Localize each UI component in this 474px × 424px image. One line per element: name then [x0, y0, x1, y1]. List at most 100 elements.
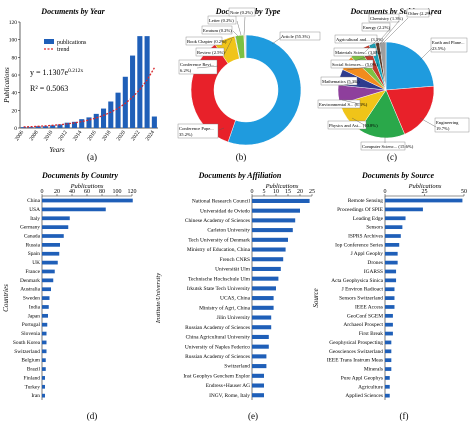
affiliation-bar-switzerland: [252, 364, 267, 369]
country-bar-japan: [42, 313, 48, 318]
affiliation-bar-irkutsk-state-tech-university: [252, 286, 276, 291]
subject-slice-label: Chemistry (1.3%): [368, 13, 403, 46]
subject-label-text: Engineering: [436, 120, 459, 125]
country-category-label: Russia: [26, 242, 41, 248]
affiliation-category-label: Universität Ulm: [215, 267, 251, 273]
affiliation-category-label: French CNRS: [220, 257, 250, 263]
subject-label-text: Environmental S... (6.3%): [319, 102, 368, 107]
country-category-label: India: [29, 304, 41, 310]
source-bar-first-break: [385, 331, 393, 336]
country-bar-portugal: [42, 322, 48, 327]
panel-a-xtick-label: 2018: [101, 130, 112, 143]
type-slice-label: Erratum (0.2%): [201, 25, 239, 37]
panel-a-title: Documents by Year: [40, 7, 105, 16]
country-xtick-label: 0: [41, 189, 44, 195]
affiliation-category-label: Russian Academy of Sciences: [185, 324, 250, 331]
country-bar-sweden: [42, 296, 50, 300]
type-leader-line: [196, 65, 219, 69]
subject-leader-line: [339, 81, 358, 87]
source-bar-iop-conference-series: [385, 243, 400, 247]
affiliation-bar-carleton-university: [252, 228, 293, 233]
panel-d-country-chart: Documents by Country Publications Countr…: [2, 171, 137, 421]
panel-e-ylabel: Institute/University: [155, 273, 162, 324]
panel-a-xlabel: Years: [49, 146, 65, 154]
affiliation-category-label: Inst Geophys Geochem Explor: [183, 373, 250, 379]
panel-a-xtick-label: 2006: [14, 130, 25, 143]
affiliation-category-label: Switzerland: [224, 364, 250, 370]
subject-leader-line: [351, 117, 367, 127]
year-bar-2014: [79, 119, 85, 128]
subject-slice-earth-and-plane-23-5: [385, 41, 435, 91]
source-category-label: Agriculture: [358, 384, 383, 390]
source-category-label: Geophysical Prospecting: [329, 340, 383, 346]
panel-a-xtick-label: 2008: [29, 130, 40, 143]
country-bar-brazil: [42, 367, 46, 371]
type-label-box: [195, 47, 225, 57]
country-bar-belgium: [42, 358, 46, 363]
subject-leader-line: [382, 17, 409, 44]
type-slice-label: Conference Revi... 6.2%): [178, 59, 219, 75]
country-xtick-label: 40: [69, 189, 75, 195]
subject-slice-label: Earth and Plane... 23.5%): [419, 37, 468, 61]
subject-slice-label: Energy (2.2%): [361, 22, 390, 49]
source-bar-sensors: [385, 225, 403, 229]
affiliation-bar-ucas-china: [252, 296, 274, 301]
source-category-label: First Break: [359, 331, 383, 337]
source-category-label: J Environ Radioact: [342, 287, 384, 293]
affiliation-category-label: Russian Academy of Sciences: [185, 353, 250, 360]
source-category-label: Geosciences Switzerland: [329, 349, 383, 355]
subject-slice-label: Agricultural and... (3.3%): [334, 34, 384, 55]
subject-label-text: Social Sciences... (5.0%): [332, 62, 378, 67]
country-category-label: UK: [32, 260, 40, 266]
source-category-label: Remote Sensing: [348, 198, 383, 204]
affiliation-bar-tech-university-of-denmark: [252, 237, 288, 242]
panel-c-subject-chart: Documents by Subject Area Earth and Plan…: [317, 7, 470, 162]
panel-f-plot-area: 0 25 50 Remote Sensing Proceedings Of SPIE Le…: [327, 189, 467, 400]
subject-slice-computer-scienc-15-6: [358, 89, 406, 139]
type-label-box: [185, 36, 223, 46]
source-bar-ieee-trans-instrum-meas: [385, 358, 392, 363]
country-bar-uk: [42, 260, 58, 265]
panel-e-title: Documents by Affiliation: [198, 171, 282, 180]
source-bar-remote-sensing: [385, 198, 463, 203]
type-slice-label: Letter (0.2%): [207, 15, 242, 36]
subject-label-box: [327, 120, 367, 130]
source-bar-pure-appl-geophys: [385, 376, 390, 380]
type-label-text: Letter (0.2%): [209, 18, 234, 23]
affiliation-xtick-label: 5: [263, 189, 266, 195]
type-label-text: Conference Pape...: [179, 126, 214, 131]
subject-label-box: [434, 117, 470, 133]
panel-a-xtick-label: 2012: [58, 130, 69, 143]
type-label-box: [177, 123, 219, 139]
type-label-box: [279, 31, 321, 41]
type-leader-line: [232, 30, 239, 37]
panel-f-xlabel: Publications: [408, 183, 442, 190]
source-category-label: Leading Edge: [353, 216, 384, 222]
subject-label-box: [320, 76, 358, 86]
affiliation-xtick-label: 25: [309, 189, 315, 195]
subject-slice-label: Physics and Ast... (10.8%): [327, 117, 378, 130]
subject-leader-line: [354, 52, 377, 62]
subject-label-text: Physics and Ast... (10.8%): [329, 123, 378, 128]
year-bar-2012: [64, 122, 70, 128]
type-leader-line: [222, 36, 235, 43]
source-category-label: Acta Geophysica Sinica: [331, 278, 383, 284]
type-label-box: [228, 7, 256, 17]
panel-f-source-chart: Documents by Source Publications Source …: [312, 171, 467, 421]
panel-a-legend: publications trend: [44, 39, 87, 53]
panel-a-ylabel: Publications: [3, 67, 11, 104]
panel-e-plot-area: 0 5 10 15 20 25 National Research Council Unive…: [183, 189, 315, 400]
affiliation-xtick-label: 15: [285, 189, 291, 195]
source-category-label: IEEE Trans Instrum Meas: [327, 358, 383, 364]
type-slice-label: Article (55.3%): [271, 31, 321, 45]
subject-slice-label: Engineering 19.7%): [419, 117, 470, 133]
trend-equation-text: y = 1.1307e0.212x: [30, 68, 83, 77]
country-bar-germany: [42, 225, 69, 229]
subject-label-box: [430, 37, 468, 53]
affiliation-bar-russian-academy-of-sciences: [252, 325, 272, 330]
affiliation-category-label: University of Naples Federico: [185, 343, 250, 350]
source-category-label: Pure Appl Geophys: [341, 375, 383, 381]
country-bar-south-korea: [42, 340, 47, 345]
country-xtick-label: 60: [84, 189, 90, 195]
